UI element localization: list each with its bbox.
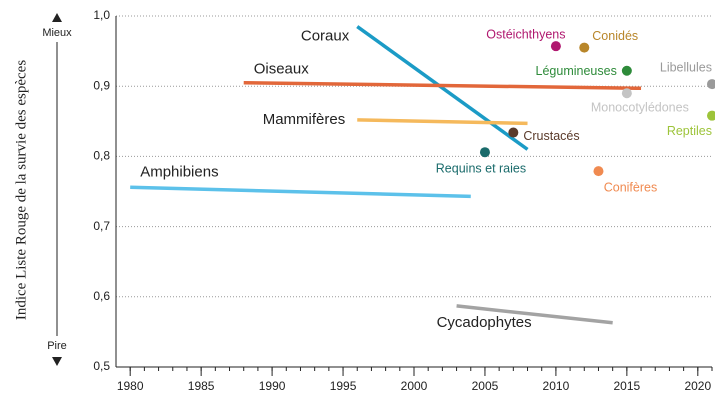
series-line xyxy=(356,25,529,151)
x-tick-label: 2000 xyxy=(401,379,428,393)
series-label: Oiseaux xyxy=(254,61,310,78)
series-line xyxy=(130,185,471,199)
point-label: Requins et raies xyxy=(436,161,526,175)
y-bottom-note: Pire xyxy=(47,340,67,352)
x-tick-label: 1985 xyxy=(188,379,215,393)
y-tick-label: 0,7 xyxy=(93,219,110,233)
y-tick-label: 0,6 xyxy=(93,289,110,303)
series-label: Cycadophytes xyxy=(437,314,532,331)
y-tick-label: 0,9 xyxy=(93,78,110,92)
point-label: Libellules xyxy=(660,60,712,74)
x-tick-label: 1990 xyxy=(259,379,286,393)
series-label: Amphibiens xyxy=(140,163,218,180)
point xyxy=(479,147,490,158)
point xyxy=(550,41,561,52)
x-tick-label: 2005 xyxy=(472,379,499,393)
point xyxy=(508,127,519,138)
point xyxy=(707,79,715,90)
point-label: Crustacés xyxy=(523,129,579,143)
y-tick-label: 0,8 xyxy=(93,149,110,163)
point-label: Conifères xyxy=(604,180,658,194)
x-tick-label: 1980 xyxy=(117,379,144,393)
point xyxy=(579,42,590,53)
x-tick-label: 1995 xyxy=(330,379,357,393)
point-label: Ostéichthyens xyxy=(486,27,565,41)
y-tick-label: 1,0 xyxy=(93,8,110,22)
down-arrow xyxy=(52,357,62,366)
x-tick-label: 2015 xyxy=(614,379,641,393)
point-label: Monocotylédones xyxy=(591,101,689,115)
point-label: Reptiles xyxy=(667,124,712,138)
point xyxy=(593,166,604,177)
point-label: Légumineuses xyxy=(536,64,617,78)
x-tick-label: 2020 xyxy=(684,379,711,393)
y-top-note: Mieux xyxy=(42,27,72,39)
series-line xyxy=(357,118,528,126)
point xyxy=(707,110,715,121)
point-label: Conidés xyxy=(592,29,638,43)
y-axis-label: Indice Liste Rouge de la survie des espè… xyxy=(13,60,29,320)
x-tick-label: 2010 xyxy=(543,379,570,393)
series-line xyxy=(243,80,642,91)
up-arrow xyxy=(52,13,62,22)
point xyxy=(621,88,632,99)
point xyxy=(621,65,632,76)
series-label: Mammifères xyxy=(263,111,346,128)
series-label: Coraux xyxy=(301,27,350,44)
series-line xyxy=(456,304,613,325)
y-tick-label: 0,5 xyxy=(93,359,110,373)
